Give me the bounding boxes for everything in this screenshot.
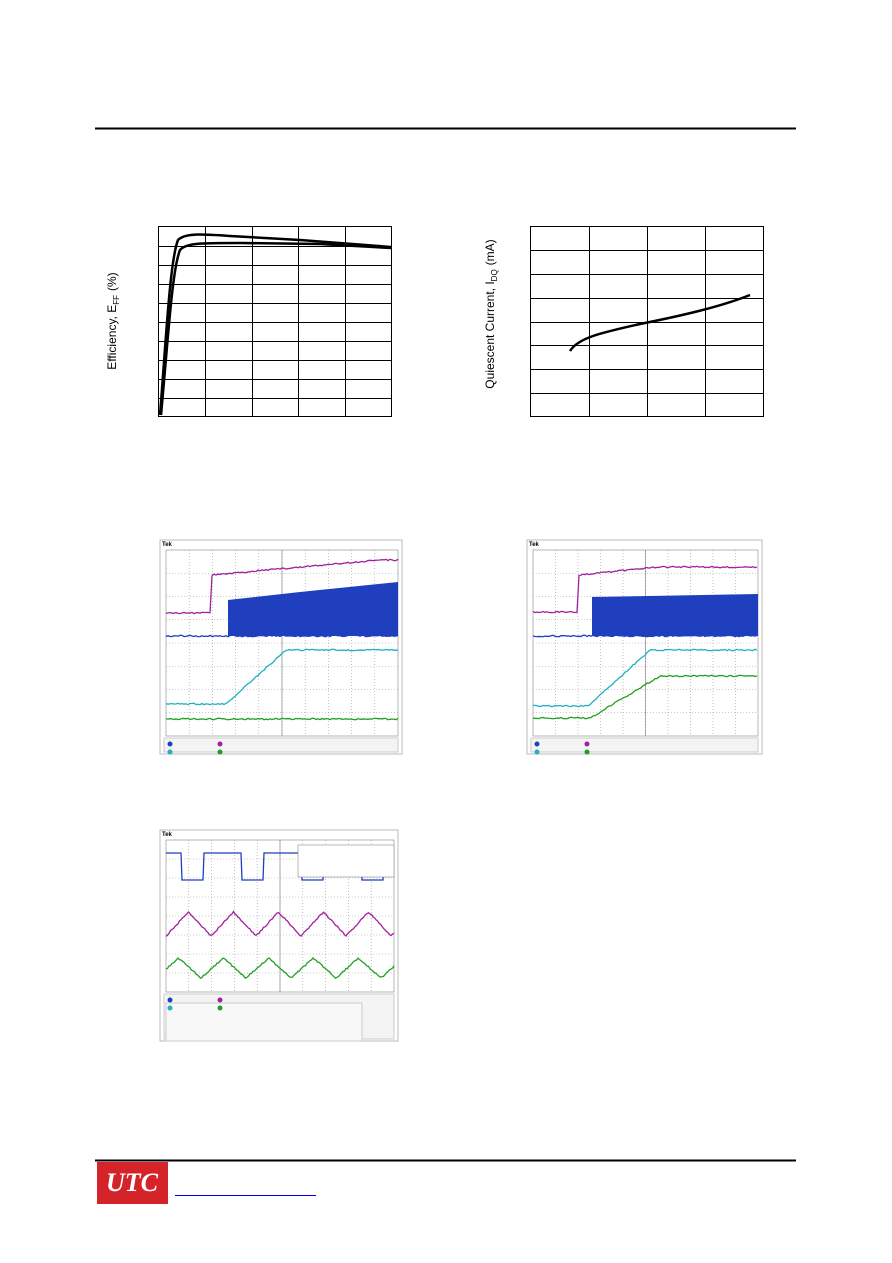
channel-dot <box>168 750 173 755</box>
scope-capture: Tek <box>160 830 398 1041</box>
channel-dot <box>585 750 590 755</box>
scope-capture: Tek <box>527 540 762 755</box>
channel-dot <box>535 742 540 747</box>
scope-brand: Tek <box>529 542 540 548</box>
channel-dot <box>218 1006 223 1011</box>
scope-capture: Tek <box>160 540 402 755</box>
label-sub: DQ <box>490 269 499 281</box>
measurement-table <box>166 1003 362 1041</box>
channel-dot <box>218 750 223 755</box>
channel-dot <box>168 742 173 747</box>
scope-brand: Tek <box>162 832 173 838</box>
scope-info-bar <box>164 738 398 752</box>
label-sub: FF <box>112 295 121 305</box>
scope-info-bar <box>531 738 758 752</box>
scope-brand: Tek <box>162 542 173 548</box>
label-text: Efficiency, E <box>105 305 119 370</box>
label-text: Quiescent Current, I <box>483 281 497 388</box>
y-axis-label: Efficiency, EFF (%) <box>105 272 121 369</box>
y-axis-label: Quiescent Current, IDQ (mA) <box>483 239 499 388</box>
cursor-box <box>298 845 394 877</box>
channel-dot <box>168 1006 173 1011</box>
channel-dot <box>585 742 590 747</box>
channel-dot <box>535 750 540 755</box>
channel-dot <box>218 742 223 747</box>
logo: UTC <box>106 1168 159 1197</box>
label-unit: (mA) <box>483 239 497 265</box>
label-unit: (%) <box>105 272 119 291</box>
trace-blue-burst <box>592 594 758 636</box>
channel-dot <box>168 998 173 1003</box>
channel-dot <box>218 998 223 1003</box>
